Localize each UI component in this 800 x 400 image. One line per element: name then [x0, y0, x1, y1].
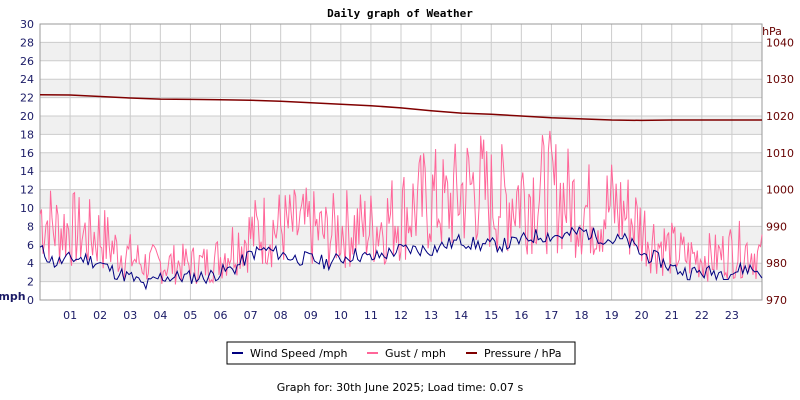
x-tick-label: 08: [274, 309, 288, 322]
y-right-tick-label: 1000: [766, 184, 794, 197]
legend: Wind Speed /mph Gust / mph Pressure / hP…: [226, 341, 576, 365]
y-left-tick-label: 26: [20, 55, 34, 68]
x-tick-label: 18: [575, 309, 589, 322]
y-right-tick-label: 990: [766, 220, 787, 233]
y-left-tick-label: 2: [27, 276, 34, 289]
x-tick-label: 20: [635, 309, 649, 322]
x-tick-label: 09: [304, 309, 318, 322]
pressure-series-line: [39, 93, 762, 122]
x-tick-label: 19: [605, 309, 619, 322]
y-left-tick-label: 8: [27, 220, 34, 233]
x-tick-label: 06: [214, 309, 228, 322]
y-left-tick-label: 24: [20, 73, 34, 86]
x-axis-ticks: 01 02 03 04 05 06 07 08 09 10 11 12 13 14 15 16 17 18 19 20…: [63, 309, 739, 322]
x-tick-label: 15: [484, 309, 498, 322]
y-right-tick-label: 1010: [766, 147, 794, 160]
right-axis-unit: hPa: [762, 25, 782, 38]
y-right-tick-label: 970: [766, 294, 787, 307]
y-left-tick-label: 18: [20, 128, 34, 141]
x-tick-label: 03: [123, 309, 137, 322]
x-tick-label: 14: [454, 309, 468, 322]
legend-box: [226, 341, 576, 365]
legend-label-pressure: Pressure / hPa: [484, 347, 562, 360]
y-left-tick-label: 28: [20, 36, 34, 49]
legend-label-gust: Gust / mph: [385, 347, 446, 360]
y-left-tick-label: 4: [27, 257, 34, 270]
x-tick-label: 10: [334, 309, 348, 322]
y-right-tick-label: 1020: [766, 110, 794, 123]
y-left-tick-label: 0: [27, 294, 34, 307]
x-tick-label: 22: [695, 309, 709, 322]
series-layer: [39, 93, 763, 291]
y-left-tick-label: 6: [27, 239, 34, 252]
x-tick-label: 05: [183, 309, 197, 322]
x-tick-label: 04: [153, 309, 167, 322]
y-left-tick-label: 14: [20, 165, 34, 178]
gust-series-line: [39, 130, 763, 285]
right-axis-ticks: 970 980 990 1000 1010 1020 1030 1040: [766, 36, 794, 307]
x-tick-label: 01: [63, 309, 77, 322]
y-left-tick-label: 20: [20, 110, 34, 123]
plot-frame: [39, 23, 763, 301]
x-tick-label: 16: [514, 309, 528, 322]
x-tick-label: 07: [244, 309, 258, 322]
y-left-tick-label: 30: [20, 18, 34, 31]
x-tick-label: 17: [544, 309, 558, 322]
y-left-tick-label: 16: [20, 147, 34, 160]
x-tick-label: 13: [424, 309, 438, 322]
left-axis-unit: mph: [0, 290, 26, 303]
chart-title: Daily graph of Weather: [327, 7, 473, 20]
y-right-tick-label: 1030: [766, 73, 794, 86]
footer-status: Graph for: 30th June 2025; Load time: 0.…: [277, 381, 524, 394]
x-tick-label: 12: [394, 309, 408, 322]
x-tick-label: 23: [725, 309, 739, 322]
y-right-tick-label: 980: [766, 257, 787, 270]
x-tick-label: 02: [93, 309, 107, 322]
x-tick-label: 21: [665, 309, 679, 322]
y-left-tick-label: 12: [20, 184, 34, 197]
x-tick-label: 11: [364, 309, 378, 322]
y-right-tick-label: 1040: [766, 36, 794, 49]
legend-label-wind: Wind Speed /mph: [250, 347, 348, 360]
wind-speed-series-line: [39, 226, 763, 291]
y-left-tick-label: 22: [20, 92, 34, 105]
y-left-tick-label: 10: [20, 202, 34, 215]
